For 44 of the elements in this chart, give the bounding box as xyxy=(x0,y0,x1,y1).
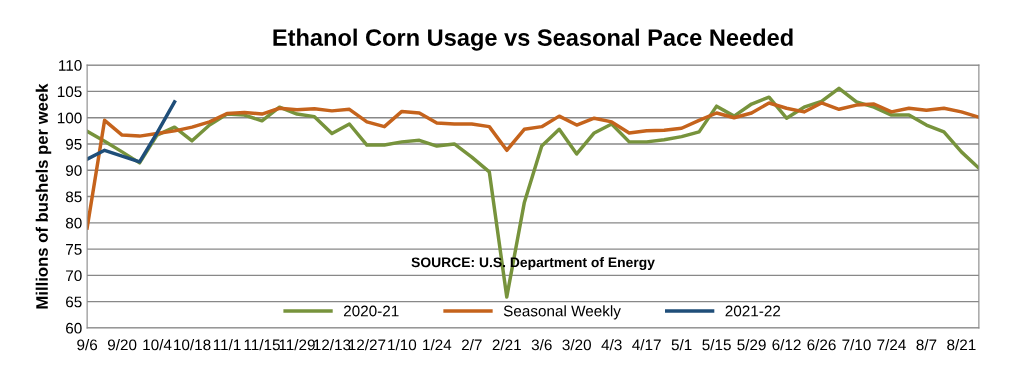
x-tick-label: 2/7 xyxy=(461,339,482,351)
x-tick-label: 4/17 xyxy=(632,339,661,351)
x-tick-label: 6/12 xyxy=(772,339,801,351)
legend-label: 2020-21 xyxy=(343,305,399,317)
y-axis-title: Millions of bushels per week xyxy=(35,83,52,309)
x-tick-label: 5/15 xyxy=(702,339,731,351)
line-series xyxy=(87,101,979,230)
y-tick-label: 95 xyxy=(65,138,82,150)
y-tick-label: 70 xyxy=(66,270,82,282)
line-series xyxy=(87,100,177,164)
legend-label: Seasonal Weekly xyxy=(503,305,621,320)
y-tick-label: 85 xyxy=(65,191,82,203)
y-tick-label: 100 xyxy=(57,112,82,124)
x-tick-label: 9/20 xyxy=(107,339,137,351)
x-tick-label: 7/24 xyxy=(877,339,906,351)
y-tick-label: 105 xyxy=(57,86,82,98)
x-tick-label: 8/21 xyxy=(947,339,976,351)
x-tick-label: 12/27 xyxy=(348,339,386,351)
x-tick-label: 8/7 xyxy=(916,339,937,351)
y-tick-label: 80 xyxy=(65,217,82,229)
y-tick-label: 60 xyxy=(66,322,82,334)
x-tick-label: 11/29 xyxy=(279,339,315,351)
y-tick-label: 90 xyxy=(65,165,82,176)
x-tick-label: 3/6 xyxy=(531,339,552,351)
x-tick-label: 11/1 xyxy=(213,339,241,351)
x-tick-label: 7/10 xyxy=(842,339,871,351)
x-tick-label: 9/6 xyxy=(77,339,98,351)
y-tick-label: 110 xyxy=(59,60,82,71)
x-tick-label: 5/1 xyxy=(671,339,692,351)
y-tick-label: 75 xyxy=(66,244,82,255)
x-tick-label: 5/29 xyxy=(737,339,766,351)
x-tick-label: 6/26 xyxy=(807,339,836,351)
x-tick-label: 12/13 xyxy=(313,339,351,351)
x-tick-label: 10/18 xyxy=(174,339,211,351)
x-tick-label: 1/24 xyxy=(423,339,452,351)
x-tick-label: 10/4 xyxy=(143,339,172,351)
x-tick-label: 3/20 xyxy=(562,339,591,351)
x-tick-label: 4/3 xyxy=(601,339,622,351)
x-tick-label: 1/10 xyxy=(388,339,417,351)
x-tick-label: 2/21 xyxy=(492,339,521,351)
x-tick-label: 11/15 xyxy=(244,339,280,351)
legend-label: 2021-22 xyxy=(725,305,781,317)
chart-title: Ethanol Corn Usage vs Seasonal Pace Needed xyxy=(273,28,793,51)
y-tick-label: 65 xyxy=(66,296,82,308)
